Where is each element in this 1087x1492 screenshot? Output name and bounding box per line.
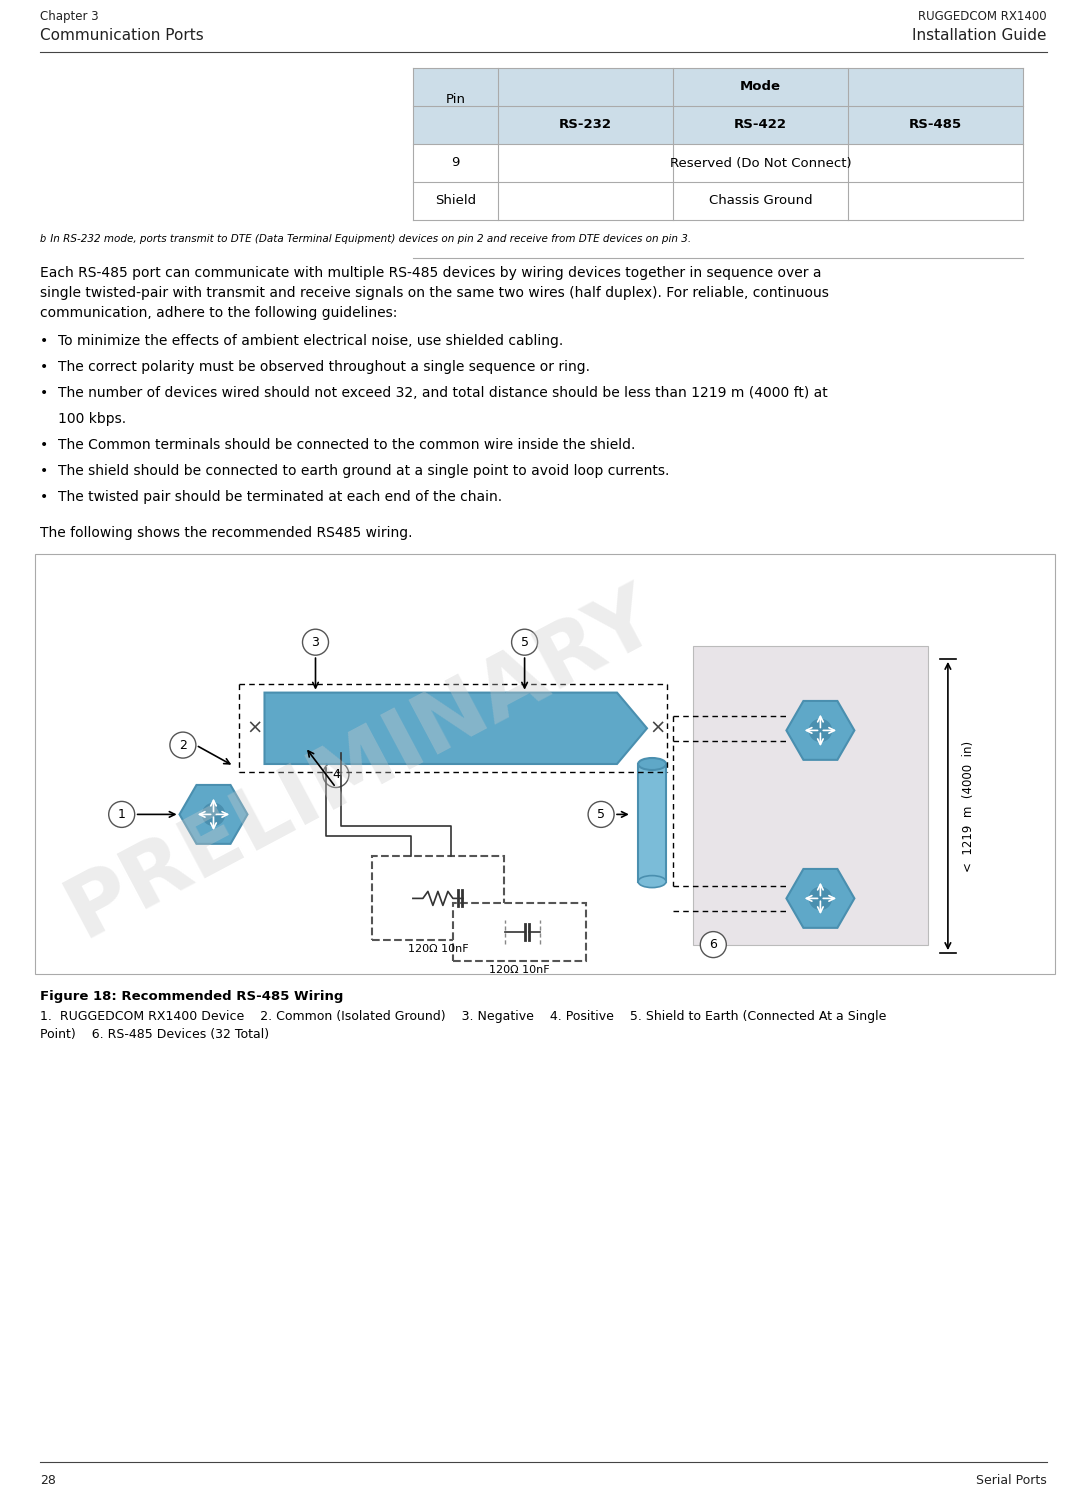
Text: 28: 28 bbox=[40, 1474, 55, 1488]
Text: 4: 4 bbox=[332, 768, 340, 780]
Text: •: • bbox=[40, 439, 48, 452]
Circle shape bbox=[512, 630, 538, 655]
Circle shape bbox=[302, 630, 328, 655]
Text: To minimize the effects of ambient electrical noise, use shielded cabling.: To minimize the effects of ambient elect… bbox=[58, 334, 563, 348]
Text: Communication Ports: Communication Ports bbox=[40, 28, 203, 43]
Text: •: • bbox=[40, 386, 48, 400]
Bar bbox=[413, 182, 1023, 219]
Text: The number of devices wired should not exceed 32, and total distance should be l: The number of devices wired should not e… bbox=[58, 386, 827, 400]
Text: Mode: Mode bbox=[740, 81, 780, 94]
Circle shape bbox=[170, 733, 196, 758]
Text: RS-485: RS-485 bbox=[909, 118, 962, 131]
Text: 120Ω 10nF: 120Ω 10nF bbox=[489, 965, 550, 976]
Bar bbox=[453, 903, 586, 961]
Text: In RS-232 mode, ports transmit to DTE (Data Terminal Equipment) devices on pin 2: In RS-232 mode, ports transmit to DTE (D… bbox=[47, 234, 691, 245]
Circle shape bbox=[810, 888, 832, 910]
Polygon shape bbox=[179, 785, 248, 844]
Text: 1.  RUGGEDCOM RX1400 Device    2. Common (Isolated Ground)    3. Negative    4. : 1. RUGGEDCOM RX1400 Device 2. Common (Is… bbox=[40, 1010, 886, 1024]
Text: Reserved (Do Not Connect): Reserved (Do Not Connect) bbox=[670, 157, 851, 170]
Text: 5: 5 bbox=[521, 636, 528, 649]
Bar bbox=[413, 69, 1023, 106]
Circle shape bbox=[700, 931, 726, 958]
Text: PRELIMINARY: PRELIMINARY bbox=[52, 573, 671, 955]
Circle shape bbox=[109, 801, 135, 828]
Circle shape bbox=[588, 801, 614, 828]
Text: Pin: Pin bbox=[446, 93, 465, 106]
Text: 6: 6 bbox=[710, 938, 717, 950]
Text: ×: × bbox=[649, 719, 665, 739]
Polygon shape bbox=[264, 692, 647, 764]
Text: Point)    6. RS-485 Devices (32 Total): Point) 6. RS-485 Devices (32 Total) bbox=[40, 1028, 270, 1041]
Text: 1: 1 bbox=[117, 807, 126, 821]
Text: RUGGEDCOM RX1400: RUGGEDCOM RX1400 bbox=[919, 10, 1047, 22]
Text: The shield should be connected to earth ground at a single point to avoid loop c: The shield should be connected to earth … bbox=[58, 464, 670, 477]
Text: Installation Guide: Installation Guide bbox=[912, 28, 1047, 43]
Circle shape bbox=[810, 719, 832, 742]
Text: RS-232: RS-232 bbox=[559, 118, 612, 131]
Polygon shape bbox=[786, 701, 854, 759]
Text: Chapter 3: Chapter 3 bbox=[40, 10, 99, 22]
Text: RS-422: RS-422 bbox=[734, 118, 787, 131]
Text: 120Ω 10nF: 120Ω 10nF bbox=[408, 944, 468, 955]
Text: •: • bbox=[40, 334, 48, 348]
Bar bbox=[638, 764, 666, 882]
Ellipse shape bbox=[638, 876, 666, 888]
Text: •: • bbox=[40, 464, 48, 477]
Text: •: • bbox=[40, 360, 48, 374]
Ellipse shape bbox=[638, 758, 666, 770]
Text: •: • bbox=[40, 489, 48, 504]
Text: 3: 3 bbox=[312, 636, 320, 649]
Text: The Common terminals should be connected to the common wire inside the shield.: The Common terminals should be connected… bbox=[58, 439, 636, 452]
Bar bbox=[35, 554, 1055, 974]
Text: <  1219  m  (4000  in): < 1219 m (4000 in) bbox=[962, 740, 975, 871]
Text: single twisted-pair with transmit and receive signals on the same two wires (hal: single twisted-pair with transmit and re… bbox=[40, 286, 829, 300]
Text: The following shows the recommended RS485 wiring.: The following shows the recommended RS48… bbox=[40, 527, 412, 540]
Text: 2: 2 bbox=[179, 739, 187, 752]
Text: The twisted pair should be terminated at each end of the chain.: The twisted pair should be terminated at… bbox=[58, 489, 502, 504]
Text: Each RS-485 port can communicate with multiple RS-485 devices by wiring devices : Each RS-485 port can communicate with mu… bbox=[40, 266, 822, 280]
Text: 5: 5 bbox=[597, 807, 605, 821]
Text: Shield: Shield bbox=[435, 194, 476, 207]
Text: b: b bbox=[40, 234, 47, 245]
Text: ×: × bbox=[246, 719, 262, 739]
Polygon shape bbox=[786, 868, 854, 928]
Text: Chassis Ground: Chassis Ground bbox=[709, 194, 812, 207]
Bar bbox=[372, 856, 504, 940]
Circle shape bbox=[202, 803, 225, 825]
Text: Figure 18: Recommended RS-485 Wiring: Figure 18: Recommended RS-485 Wiring bbox=[40, 991, 343, 1003]
Bar bbox=[413, 145, 1023, 182]
Text: The correct polarity must be observed throughout a single sequence or ring.: The correct polarity must be observed th… bbox=[58, 360, 590, 374]
Circle shape bbox=[323, 761, 349, 788]
Text: Serial Ports: Serial Ports bbox=[976, 1474, 1047, 1488]
Text: communication, adhere to the following guidelines:: communication, adhere to the following g… bbox=[40, 306, 398, 319]
Bar bbox=[692, 646, 927, 944]
Text: 100 kbps.: 100 kbps. bbox=[58, 412, 126, 427]
Text: 9: 9 bbox=[451, 157, 460, 170]
Bar bbox=[413, 106, 1023, 145]
